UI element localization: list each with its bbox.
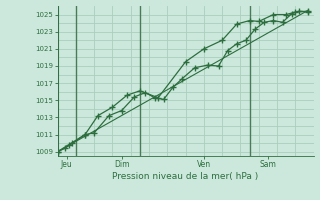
X-axis label: Pression niveau de la mer( hPa ): Pression niveau de la mer( hPa ) <box>112 172 259 181</box>
